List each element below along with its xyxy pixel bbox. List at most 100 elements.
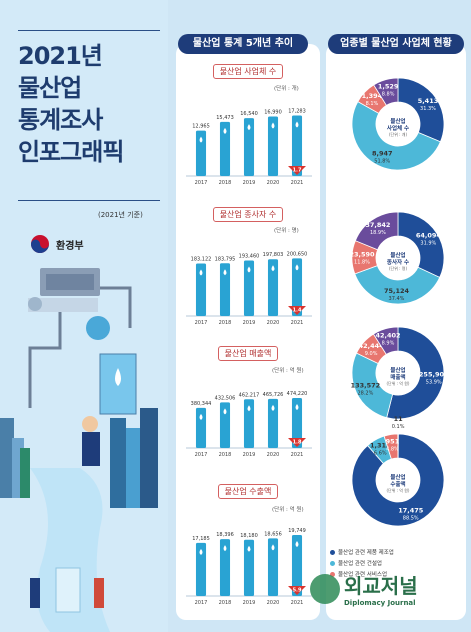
publisher-watermark: 외교저널 Diplomacy Journal	[310, 570, 418, 607]
ministry-logo-block: 환경부	[30, 234, 84, 254]
donut-slice-0	[397, 77, 445, 143]
left-panel: 2021년 물산업 통계조사 인포그래픽 (2021년 기준) 환경부	[0, 0, 168, 632]
bar-2018	[219, 263, 231, 316]
slice-percent-label: 51.8%	[374, 158, 390, 164]
droplet-icon	[271, 544, 275, 551]
bar-2019	[243, 539, 255, 596]
slice-value-label: 64,094	[416, 232, 442, 240]
bar-value-label: 18,396	[216, 532, 234, 538]
bar-value-label: 16,540	[240, 111, 258, 117]
bar-value-label: 200,650	[287, 251, 308, 257]
donut-slice-0	[397, 211, 445, 278]
establishments-trend-title: 물산업 사업체 수	[176, 64, 320, 79]
bar-2018	[219, 402, 231, 448]
donut-unit-label: (단위 : 명)	[389, 265, 407, 271]
bar-2018	[219, 121, 231, 176]
droplet-icon	[247, 124, 251, 131]
x-tick-label: 2018	[219, 600, 232, 606]
bar-2020	[267, 116, 279, 176]
donut-slice-3	[373, 77, 399, 106]
legend-item: 물산업 관련 서비스업	[330, 570, 394, 581]
bar-2021	[291, 534, 303, 596]
slice-percent-label: 0.1%	[392, 424, 405, 430]
exports-trend-chart: 17,185 2017 18,396 2018 18,180 2019 18,656 2020…	[186, 528, 312, 606]
x-tick-label: 2020	[267, 180, 280, 186]
slice-value-label: 5,413	[418, 97, 439, 105]
droplet-icon	[271, 404, 275, 411]
ministry-name: 환경부	[56, 240, 84, 252]
slice-percent-label: 9.0%	[365, 351, 378, 357]
droplet-icon	[271, 122, 275, 129]
bar-2018	[219, 539, 231, 596]
x-tick-label: 2019	[243, 320, 256, 326]
bar-value-label: 462,217	[239, 392, 260, 398]
slice-percent-label: 31.9%	[420, 241, 436, 247]
bar-value-label: 17,283	[288, 109, 306, 115]
bar-value-label: 16,990	[264, 110, 282, 116]
bar-value-label: 183,122	[191, 256, 212, 262]
x-tick-label: 2021	[291, 180, 304, 186]
sector-column-header: 업종별 물산업 사업체 현황	[328, 34, 464, 54]
bar-value-label: 380,344	[191, 401, 212, 407]
legend-item: 물산업 관련 건설업	[330, 559, 394, 570]
bar-2021	[291, 397, 303, 448]
x-tick-label: 2019	[243, 452, 256, 458]
sales-trend-unit: (단위 : 억 원)	[272, 368, 304, 374]
growth-label: 1.8	[293, 440, 302, 446]
slice-percent-label: 37.4%	[389, 296, 405, 302]
growth-label: 1.7	[293, 168, 302, 174]
x-tick-label: 2017	[195, 600, 208, 606]
droplet-icon	[199, 269, 203, 276]
donut-slice-0	[386, 326, 445, 420]
title-line-2: 물산업	[18, 74, 82, 102]
growth-marker	[288, 166, 306, 175]
donut-center-label: 물산업	[390, 473, 405, 481]
slice-value-label: 1,394	[362, 92, 383, 100]
donut-center-label: 수출액	[390, 480, 405, 488]
slice-value-label: 17,475	[398, 507, 424, 515]
donut-hole	[377, 237, 419, 279]
legend-swatch	[330, 572, 335, 577]
bar-2019	[243, 260, 255, 316]
droplet-icon	[199, 548, 203, 555]
growth-label: 1.4	[293, 308, 302, 314]
donut-unit-label: (단위 : 개)	[389, 131, 407, 137]
donut-hole	[377, 459, 419, 501]
slice-value-label: 75,124	[384, 287, 410, 295]
employees-trend-chart: 183,122 2017 183,795 2018 193,460 2019 197,803…	[186, 251, 312, 326]
slice-value-label: 951	[386, 437, 400, 445]
bar-2017	[195, 130, 207, 176]
donut-center-label: 물산업	[390, 366, 405, 374]
bar-value-label: 19,749	[288, 528, 306, 534]
slice-value-label: 1,529	[378, 82, 399, 90]
droplet-icon	[199, 413, 203, 420]
slice-value-label: 133,572	[351, 381, 381, 389]
droplet-icon	[247, 266, 251, 273]
growth-marker	[288, 306, 306, 315]
slice-percent-label: 31.3%	[420, 106, 436, 112]
slice-percent-label: 6.6%	[374, 451, 387, 457]
employees-trend-unit: (단위 : 명)	[274, 228, 299, 234]
x-tick-label: 2020	[267, 320, 280, 326]
slice-percent-label: 88.5%	[403, 516, 419, 522]
slice-value-label: 42,444	[359, 342, 385, 350]
bar-2019	[243, 118, 255, 176]
bar-value-label: 17,185	[192, 536, 210, 542]
legend-label: 물산업 관련 건설업	[338, 561, 382, 567]
slice-value-label: 8,947	[372, 149, 393, 157]
droplet-icon	[271, 265, 275, 272]
donut-slice-1	[354, 265, 441, 305]
bar-2021	[291, 115, 303, 176]
slice-percent-label: 8.9%	[382, 340, 395, 346]
legend-swatch	[330, 550, 335, 555]
droplet-icon	[295, 403, 299, 410]
donut-hole	[377, 103, 419, 145]
exports-trend-title: 물산업 수출액	[176, 484, 320, 499]
legend-label: 물산업 관련 제품 제조업	[338, 550, 394, 556]
slice-percent-label: 18.9%	[370, 230, 386, 236]
bar-value-label: 465,726	[263, 392, 284, 398]
donut-center-label: 물산업	[390, 251, 405, 259]
bar-2021	[291, 258, 303, 316]
